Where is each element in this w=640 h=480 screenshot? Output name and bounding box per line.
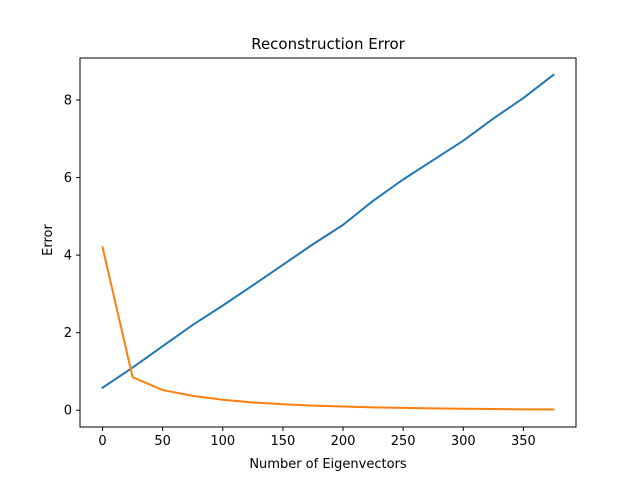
x-axis-ticks: 0 50 100 150 200 250 300 350 xyxy=(98,427,536,449)
x-tick-label: 150 xyxy=(270,434,295,449)
x-tick-label: 0 xyxy=(98,434,106,449)
y-tick-label: 8 xyxy=(64,93,72,108)
line-series-1 xyxy=(101,73,555,390)
x-tick-label: 250 xyxy=(391,434,416,449)
x-tick-label: 200 xyxy=(331,434,356,449)
x-tick-label: 100 xyxy=(210,434,235,449)
y-axis-label: Error xyxy=(41,224,56,256)
x-tick-label: 50 xyxy=(154,434,171,449)
y-tick-label: 0 xyxy=(64,404,72,419)
line-series-2 xyxy=(101,246,555,411)
chart-title: Reconstruction Error xyxy=(251,35,405,53)
y-tick-label: 4 xyxy=(64,249,72,264)
plot-frame xyxy=(79,57,577,428)
x-tick-label: 300 xyxy=(451,434,476,449)
series-layer xyxy=(101,73,555,411)
x-axis-label: Number of Eigenvectors xyxy=(249,457,407,472)
y-axis-ticks: 0 2 4 6 8 xyxy=(64,93,80,419)
y-tick-label: 2 xyxy=(64,326,72,341)
y-tick-label: 6 xyxy=(64,171,72,186)
x-tick-label: 350 xyxy=(511,434,536,449)
